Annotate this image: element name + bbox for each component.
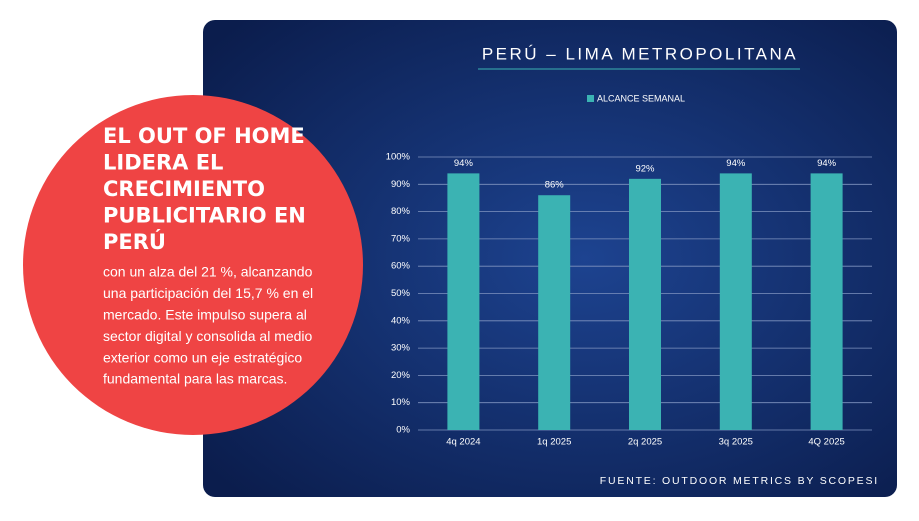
legend-label: ALCANCE SEMANAL <box>597 93 685 103</box>
x-tick-label: 3q 2025 <box>719 437 753 448</box>
headline-line: PERÚ <box>103 229 166 254</box>
value-label: 86% <box>545 180 565 191</box>
body-line: una participación del 15,7 % en el <box>103 285 313 301</box>
x-tick-label: 4q 2024 <box>446 437 480 448</box>
body-line: exterior como un eje estratégico <box>103 349 302 365</box>
y-tick-label: 0% <box>396 425 410 436</box>
y-tick-label: 30% <box>391 343 411 354</box>
bar <box>719 173 752 430</box>
value-label: 94% <box>817 158 837 169</box>
bar <box>447 173 480 430</box>
body-line: mercado. Este impulso supera al <box>103 307 307 323</box>
value-label: 92% <box>635 163 655 174</box>
body-line: fundamental para las marcas. <box>103 371 287 387</box>
source: FUENTE: OUTDOOR METRICS BY SCOPESI <box>600 475 879 487</box>
chart-title: PERÚ – LIMA METROPOLITANA <box>482 44 798 63</box>
x-tick-label: 4Q 2025 <box>808 437 844 448</box>
headline-line: EL OUT OF HOME <box>103 124 305 148</box>
y-tick-label: 90% <box>391 179 411 190</box>
red-circle <box>23 95 363 435</box>
body-line: sector digital y consolida al medio <box>103 328 313 344</box>
bar <box>629 178 661 430</box>
headline-line: LIDERA EL <box>103 151 223 175</box>
x-tick-label: 1q 2025 <box>537 437 571 448</box>
bar <box>810 173 843 430</box>
y-tick-label: 70% <box>391 233 411 244</box>
y-tick-label: 80% <box>391 206 411 217</box>
headline-line: CRECIMIENTO <box>103 177 265 201</box>
y-tick-label: 20% <box>391 370 411 381</box>
bar <box>538 195 571 430</box>
value-label: 94% <box>726 158 746 169</box>
body-line: con un alza del 21 %, alcanzando <box>103 264 313 280</box>
y-tick-label: 10% <box>391 397 411 408</box>
y-tick-label: 60% <box>391 261 411 272</box>
y-tick-label: 40% <box>391 315 411 326</box>
y-tick-label: 100% <box>386 152 411 163</box>
y-tick-label: 50% <box>391 288 411 299</box>
headline-line: PUBLICITARIO EN <box>103 204 306 228</box>
value-label: 94% <box>454 158 474 169</box>
x-tick-label: 2q 2025 <box>628 437 662 448</box>
legend-swatch <box>587 95 594 102</box>
plot: 0% 10% 20% 30% 40% 50% 60% 70% 80% 90% 100% ALCANCE… <box>386 93 872 448</box>
